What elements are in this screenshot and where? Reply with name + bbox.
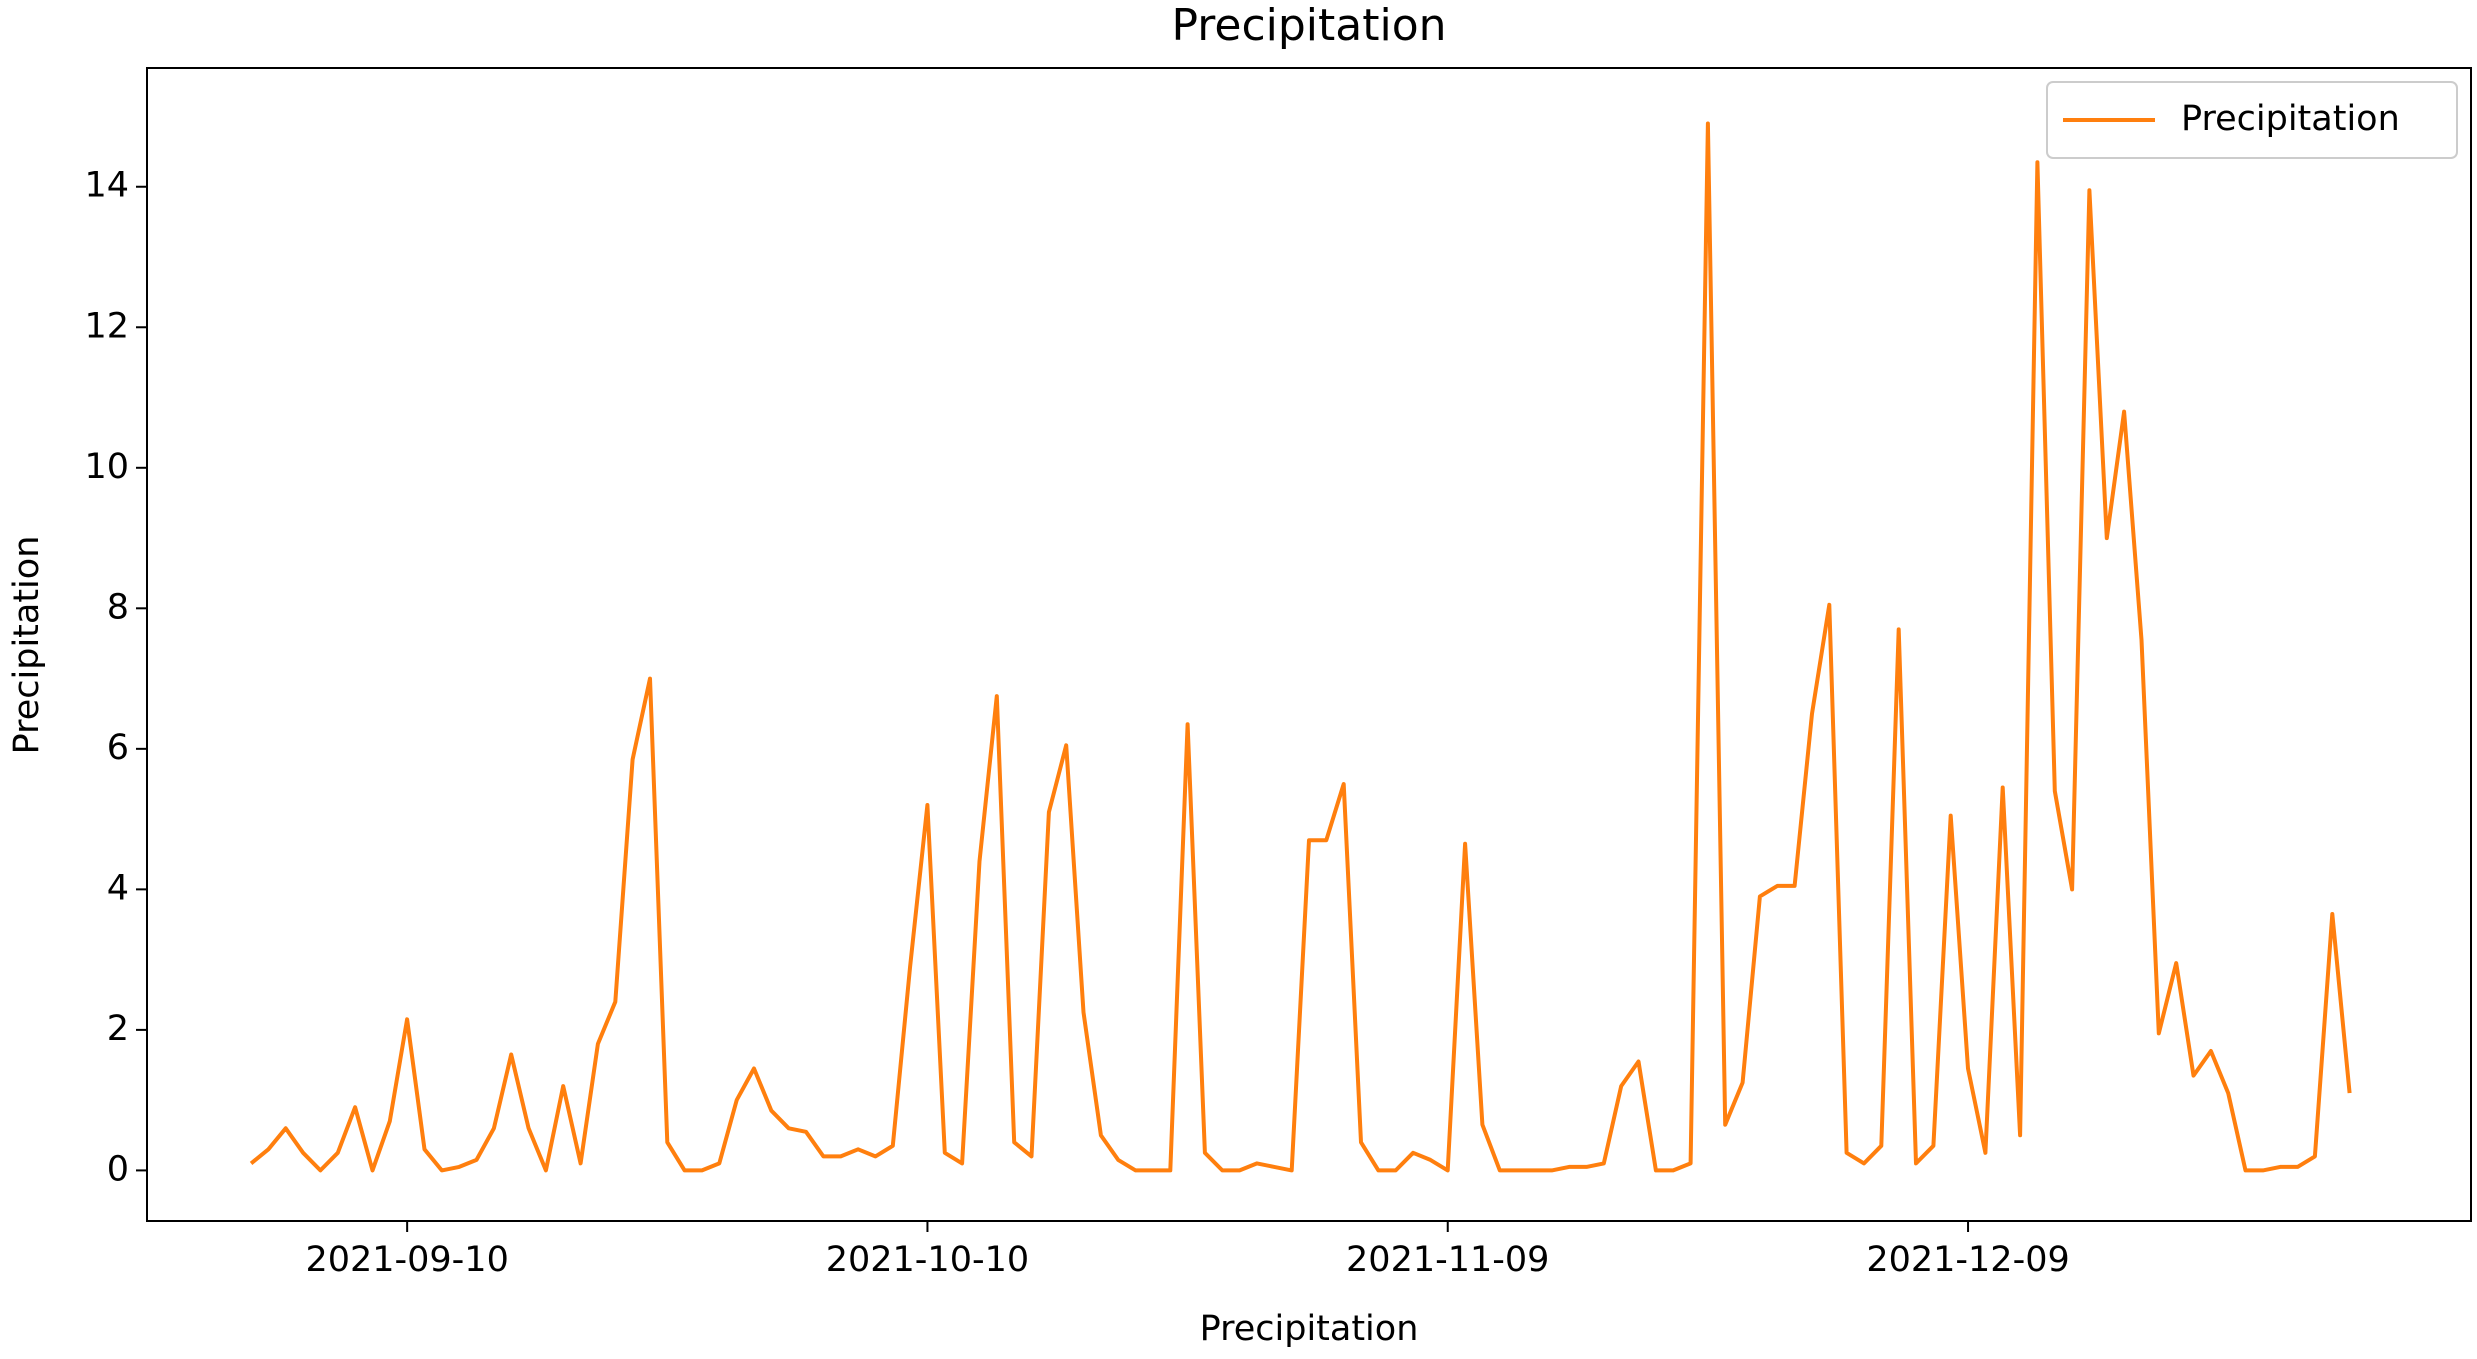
x-tick-label: 2021-10-10 <box>826 1240 1029 1280</box>
y-tick-label: 2 <box>107 1009 129 1049</box>
y-tick-label: 4 <box>107 868 129 908</box>
x-tick-label: 2021-11-09 <box>1346 1240 1549 1280</box>
y-tick-label: 10 <box>84 447 129 487</box>
y-tick-label: 14 <box>84 166 129 206</box>
y-axis-label: Precipitation <box>7 536 47 755</box>
legend-box <box>2046 81 2458 159</box>
y-tick-label: 12 <box>84 306 129 346</box>
legend-label: Precipitation <box>2181 99 2400 139</box>
y-tick-label: 8 <box>107 587 129 627</box>
x-tick-label: 2021-12-09 <box>1866 1240 2069 1280</box>
chart-title: Precipitation <box>1171 0 1446 51</box>
data-line <box>249 121 2352 1173</box>
y-tick-label: 6 <box>107 728 129 768</box>
plot-frame <box>146 67 2472 1222</box>
y-tick-label: 0 <box>107 1149 129 1189</box>
x-tick-label: 2021-09-10 <box>305 1240 508 1280</box>
x-axis-label: Precipitation <box>1200 1309 1419 1349</box>
